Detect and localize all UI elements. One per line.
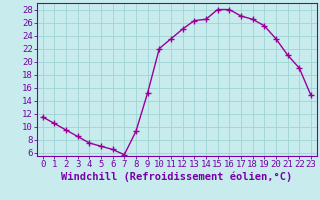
X-axis label: Windchill (Refroidissement éolien,°C): Windchill (Refroidissement éolien,°C) <box>61 172 292 182</box>
